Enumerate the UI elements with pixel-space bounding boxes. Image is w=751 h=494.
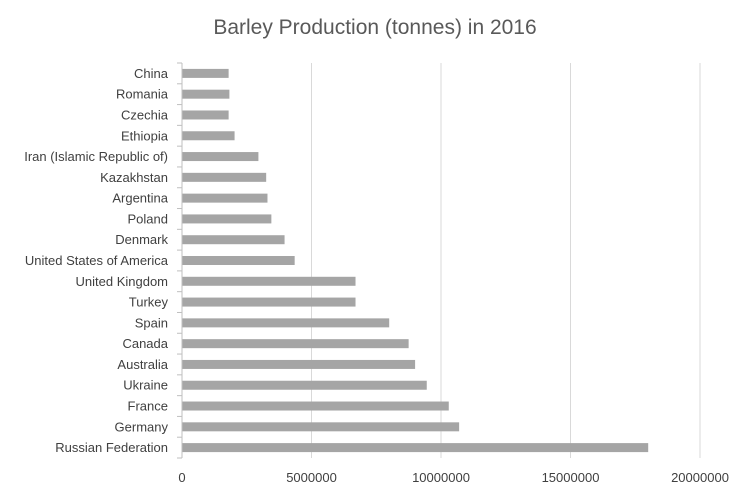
bar: [182, 235, 285, 245]
category-label: Germany: [115, 419, 169, 434]
category-label: France: [128, 399, 168, 414]
x-tick-labels: 0 5000000 10000000 15000000 20000000: [178, 470, 729, 485]
bar: [182, 214, 272, 224]
gridlines: [311, 63, 701, 458]
bar: [182, 89, 230, 99]
bar: [182, 359, 416, 369]
category-label: Turkey: [129, 295, 169, 310]
category-label: China: [134, 66, 169, 81]
bar: [182, 131, 235, 141]
x-tick-label: 5000000: [286, 470, 337, 485]
category-label: Romania: [116, 87, 169, 102]
bar: [182, 339, 409, 349]
category-label: United Kingdom: [76, 274, 169, 289]
bar: [182, 172, 267, 182]
bar: [182, 443, 649, 453]
y-axis: [177, 62, 183, 459]
x-tick-label: 0: [178, 470, 185, 485]
category-labels: China Romania Czechia Ethiopia Iran (Islamic…: [24, 66, 169, 455]
chart-title: Barley Production (tonnes) in 2016: [213, 16, 536, 39]
category-label: Spain: [135, 315, 168, 330]
category-label: Poland: [128, 211, 168, 226]
bar: [182, 152, 259, 162]
bar: [182, 256, 295, 265]
bars: [182, 68, 649, 453]
bar: [182, 401, 449, 411]
bar: [182, 276, 356, 286]
category-label: Argentina: [112, 191, 168, 206]
bar: [182, 380, 427, 390]
category-label: Canada: [122, 336, 168, 351]
bar: [182, 110, 229, 120]
category-label: Denmark: [115, 232, 168, 247]
category-label: Czechia: [121, 107, 169, 122]
category-label: Iran (Islamic Republic of): [24, 149, 168, 164]
bar: [182, 297, 356, 307]
x-tick-label: 10000000: [412, 470, 470, 485]
x-tick-label: 20000000: [671, 470, 729, 485]
category-label: Ethiopia: [121, 128, 169, 143]
category-label: Russian Federation: [55, 440, 168, 455]
category-label: Kazakhstan: [100, 170, 168, 185]
bar: [182, 68, 229, 78]
category-label: Ukraine: [123, 378, 168, 393]
category-label: United States of America: [25, 253, 169, 268]
bar: [182, 318, 390, 328]
category-label: Australia: [117, 357, 168, 372]
bar: [182, 193, 268, 203]
x-tick-label: 15000000: [542, 470, 600, 485]
bar: [182, 422, 460, 432]
